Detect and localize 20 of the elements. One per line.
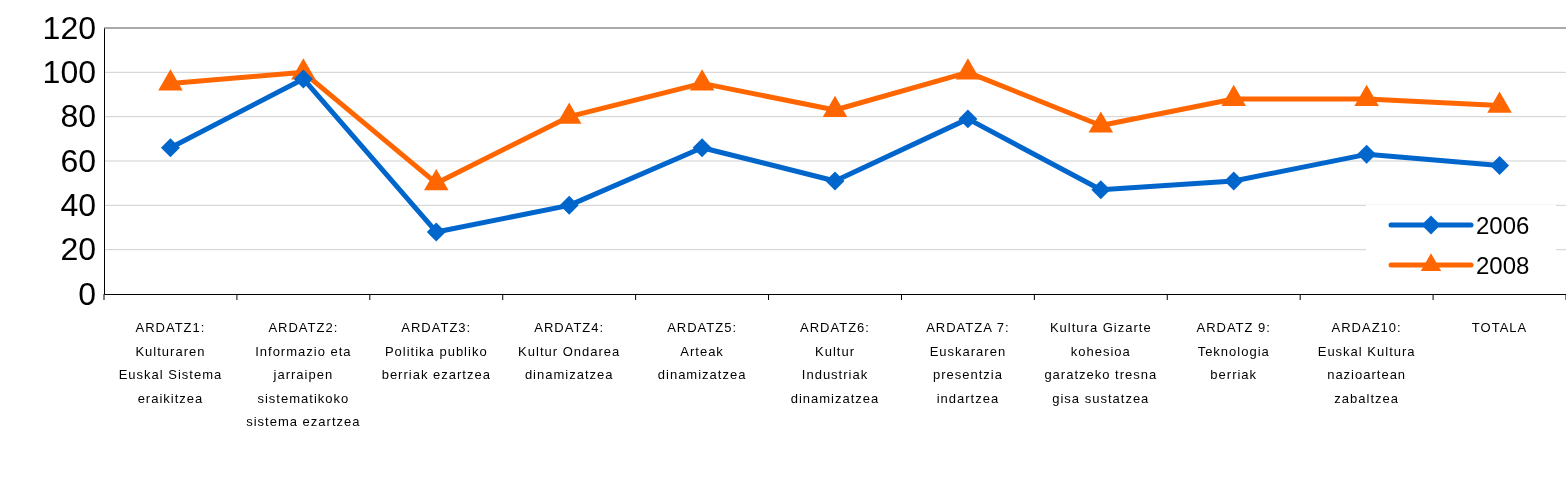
x-tick-label: ARDATZ6: Kultur Industriak dinamizatzea xyxy=(790,320,880,406)
y-tick-label: 100 xyxy=(42,54,96,91)
y-tick-label: 40 xyxy=(60,187,96,224)
x-tick-label: TOTALA xyxy=(1471,320,1528,335)
x-tick-label: ARDATZ5: Arteak dinamizatzea xyxy=(657,320,747,382)
x-tick-label: Kultura Gizarte kohesioa garatzeko tresna gisa sustatzea xyxy=(1044,320,1158,406)
x-tick-label: ARDATZA 7: Euskararen presentzia indartzea xyxy=(926,320,1010,406)
y-tick-label: 60 xyxy=(60,142,96,179)
legend-label: 2006 xyxy=(1476,212,1530,239)
y-tick-label: 20 xyxy=(60,231,96,268)
y-tick-label: 80 xyxy=(60,98,96,135)
x-tick-label: ARDAZ10: Euskal Kultura nazioartean zabaltzea xyxy=(1317,320,1416,406)
x-tick-label: ARDATZ4: Kultur Ondarea dinamizatzea xyxy=(518,320,621,382)
y-tick-label: 120 xyxy=(42,9,96,46)
x-tick-label: ARDATZ2: Informazio eta jarraipen sistematikoko sistema ezartzea xyxy=(246,320,361,429)
y-tick-label: 0 xyxy=(78,275,96,312)
x-tick-label: ARDATZ3: Politika publiko berriak ezartzea xyxy=(381,320,491,382)
legend-label: 2008 xyxy=(1476,252,1530,279)
x-tick-label: ARDATZ 9: Teknologia berriak xyxy=(1196,320,1271,382)
x-tick-label: ARDATZ1: Kulturaren Euskal Sistema eraikitzea xyxy=(118,320,223,406)
